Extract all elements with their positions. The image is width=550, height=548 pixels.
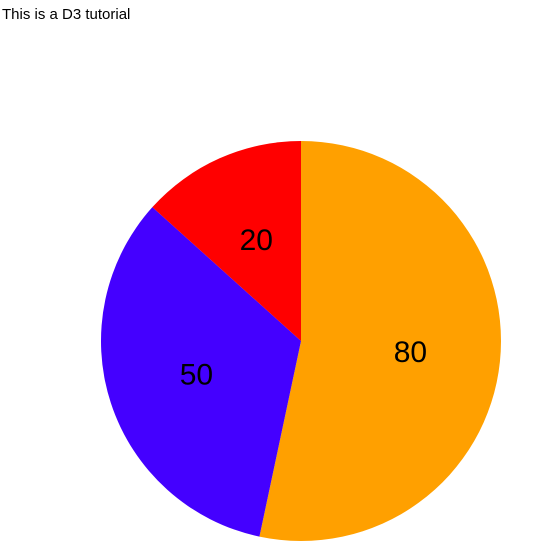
intro-text: This is a D3 tutorial	[2, 6, 131, 23]
pie-slices	[100, 141, 501, 541]
pie-slice-20	[152, 141, 301, 341]
pie-slice-80	[259, 141, 501, 541]
pie-labels: 80 50 20	[180, 224, 427, 391]
pie-slice-50	[100, 207, 302, 537]
slice-label-20: 20	[240, 224, 273, 257]
slice-label-50: 50	[180, 358, 213, 391]
slice-label-80: 80	[394, 336, 427, 369]
